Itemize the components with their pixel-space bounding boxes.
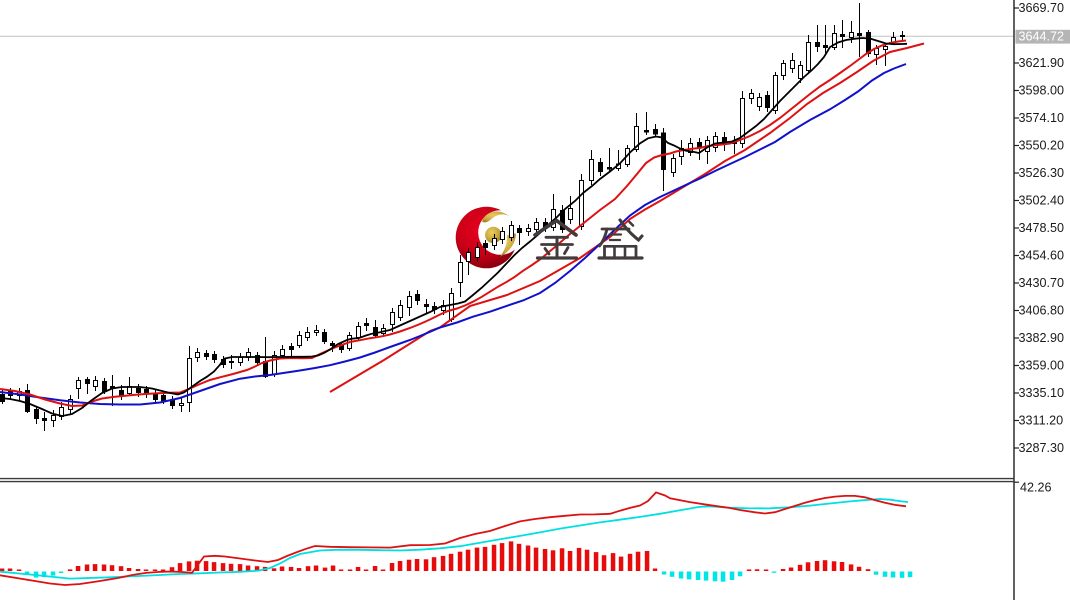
svg-text:3478.50: 3478.50 xyxy=(1019,221,1065,235)
svg-text:3335.10: 3335.10 xyxy=(1019,386,1065,400)
svg-text:3406.80: 3406.80 xyxy=(1019,304,1065,318)
svg-text:42.26: 42.26 xyxy=(1020,481,1052,495)
svg-text:3644.72: 3644.72 xyxy=(1019,30,1065,44)
svg-text:3574.10: 3574.10 xyxy=(1019,111,1065,125)
svg-text:3598.00: 3598.00 xyxy=(1019,84,1065,98)
svg-text:3454.60: 3454.60 xyxy=(1019,249,1065,263)
svg-text:3550.20: 3550.20 xyxy=(1019,139,1065,153)
svg-text:3382.90: 3382.90 xyxy=(1019,331,1065,345)
svg-text:3311.20: 3311.20 xyxy=(1019,414,1064,428)
svg-text:3621.90: 3621.90 xyxy=(1019,56,1065,70)
svg-text:3430.70: 3430.70 xyxy=(1019,276,1065,290)
svg-text:3526.30: 3526.30 xyxy=(1019,166,1065,180)
svg-text:3669.70: 3669.70 xyxy=(1019,1,1065,15)
svg-text:3359.00: 3359.00 xyxy=(1019,359,1065,373)
svg-text:3287.30: 3287.30 xyxy=(1019,441,1065,455)
svg-text:3502.40: 3502.40 xyxy=(1019,194,1065,208)
